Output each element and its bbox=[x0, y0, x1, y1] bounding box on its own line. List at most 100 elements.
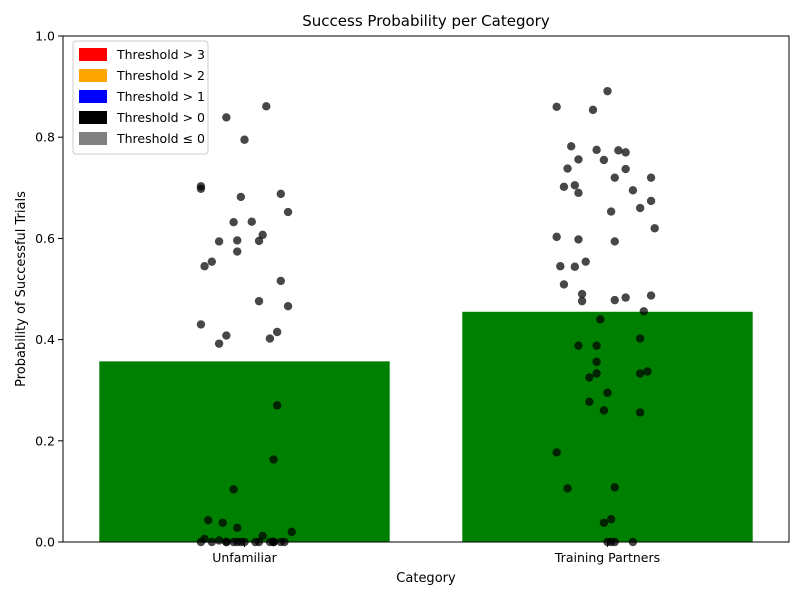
point-unfamiliar bbox=[276, 189, 285, 199]
point-unfamiliar bbox=[254, 236, 264, 246]
point-unfamiliar bbox=[247, 217, 256, 226]
point-training-partners bbox=[635, 203, 645, 213]
point-training-partners bbox=[643, 367, 652, 376]
point-unfamiliar bbox=[233, 236, 242, 245]
point-unfamiliar bbox=[283, 207, 293, 217]
legend-label: Threshold > 3 bbox=[116, 47, 205, 62]
point-unfamiliar bbox=[272, 327, 282, 337]
point-training-partners bbox=[592, 357, 601, 367]
point-training-partners bbox=[606, 207, 616, 216]
point-training-partners bbox=[610, 173, 619, 182]
point-training-partners bbox=[577, 296, 587, 306]
legend-swatch bbox=[79, 132, 107, 145]
point-training-partners bbox=[596, 315, 605, 324]
legend-label: Threshold > 2 bbox=[116, 68, 205, 83]
y-tick-label: 0.4 bbox=[35, 332, 55, 347]
point-training-partners bbox=[574, 188, 583, 198]
point-training-partners bbox=[592, 369, 601, 378]
legend-swatch bbox=[79, 48, 107, 61]
bar-unfamiliar bbox=[99, 361, 390, 542]
y-tick-label: 0.0 bbox=[35, 535, 55, 550]
point-training-partners bbox=[646, 291, 656, 300]
point-training-partners bbox=[559, 182, 569, 191]
point-unfamiliar bbox=[204, 516, 213, 525]
point-unfamiliar bbox=[233, 247, 242, 256]
point-training-partners bbox=[610, 295, 619, 305]
y-tick-label: 0.2 bbox=[35, 433, 55, 448]
point-unfamiliar bbox=[272, 401, 282, 410]
legend-swatch bbox=[79, 90, 107, 103]
point-training-partners bbox=[570, 262, 580, 271]
legend-swatch bbox=[79, 69, 107, 82]
point-unfamiliar bbox=[262, 102, 271, 111]
point-training-partners bbox=[646, 196, 656, 206]
point-training-partners bbox=[563, 484, 572, 493]
point-training-partners bbox=[621, 293, 630, 302]
point-training-partners bbox=[603, 86, 612, 96]
point-unfamiliar bbox=[287, 527, 296, 537]
legend: Threshold > 3 Threshold > 2 Threshold > 1 T… bbox=[72, 40, 209, 155]
point-training-partners bbox=[599, 518, 609, 527]
x-tick-label: Unfamiliar bbox=[212, 550, 277, 565]
point-training-partners bbox=[635, 334, 645, 343]
point-training-partners bbox=[592, 145, 601, 155]
point-unfamiliar bbox=[265, 334, 275, 343]
point-unfamiliar bbox=[258, 230, 267, 240]
point-unfamiliar bbox=[240, 135, 249, 144]
legend-label: Threshold ≤ 0 bbox=[116, 131, 205, 146]
point-training-partners bbox=[592, 341, 601, 350]
point-unfamiliar bbox=[229, 485, 238, 494]
point-training-partners bbox=[639, 307, 648, 316]
point-unfamiliar bbox=[229, 218, 238, 227]
point-training-partners bbox=[599, 155, 609, 165]
point-unfamiliar bbox=[214, 237, 224, 246]
x-axis-label: Category bbox=[396, 571, 456, 586]
plot-frame bbox=[62, 35, 790, 543]
y-axis: 0.0 0.2 0.4 0.6 0.8 1.0 bbox=[35, 29, 63, 550]
point-training-partners bbox=[621, 148, 630, 157]
point-training-partners bbox=[650, 224, 659, 233]
point-unfamiliar bbox=[276, 276, 285, 286]
point-unfamiliar bbox=[222, 113, 231, 122]
point-training-partners bbox=[614, 146, 623, 155]
legend-label: Threshold > 0 bbox=[116, 110, 205, 125]
point-training-partners bbox=[635, 408, 645, 417]
point-unfamiliar bbox=[200, 262, 209, 271]
point-unfamiliar bbox=[233, 523, 242, 533]
point-training-partners bbox=[635, 369, 645, 378]
point-training-partners bbox=[570, 181, 580, 190]
point-training-partners bbox=[610, 237, 619, 246]
x-tick-label: Training Partners bbox=[554, 550, 660, 565]
point-training-partners bbox=[552, 102, 561, 112]
legend-swatch bbox=[79, 111, 107, 124]
point-training-partners bbox=[556, 262, 565, 271]
point-training-partners bbox=[559, 280, 569, 289]
point-unfamiliar bbox=[196, 320, 206, 329]
point-training-partners bbox=[603, 388, 612, 397]
point-unfamiliar bbox=[196, 184, 206, 194]
point-unfamiliar bbox=[207, 257, 217, 266]
legend-label: Threshold > 1 bbox=[116, 89, 205, 104]
point-training-partners bbox=[606, 515, 616, 524]
point-unfamiliar bbox=[283, 302, 293, 311]
point-training-partners bbox=[563, 164, 572, 173]
point-training-partners bbox=[621, 164, 630, 174]
point-training-partners bbox=[599, 406, 609, 415]
y-tick-label: 1.0 bbox=[35, 29, 55, 44]
point-training-partners bbox=[567, 142, 576, 151]
point-unfamiliar bbox=[258, 531, 267, 541]
point-training-partners bbox=[628, 186, 638, 195]
point-unfamiliar bbox=[214, 536, 224, 545]
chart-title: Success Probability per Category bbox=[302, 12, 550, 30]
y-axis-label: Probability of Successful Trials bbox=[14, 191, 29, 387]
point-training-partners bbox=[552, 448, 561, 457]
y-tick-label: 0.6 bbox=[35, 231, 55, 246]
point-unfamiliar bbox=[222, 331, 231, 340]
point-unfamiliar bbox=[214, 339, 224, 348]
point-unfamiliar bbox=[218, 518, 227, 527]
x-axis: Unfamiliar Training Partners bbox=[212, 542, 660, 565]
point-unfamiliar bbox=[236, 192, 246, 202]
point-unfamiliar bbox=[269, 455, 278, 464]
bars-group bbox=[99, 311, 753, 542]
point-training-partners bbox=[585, 397, 594, 407]
